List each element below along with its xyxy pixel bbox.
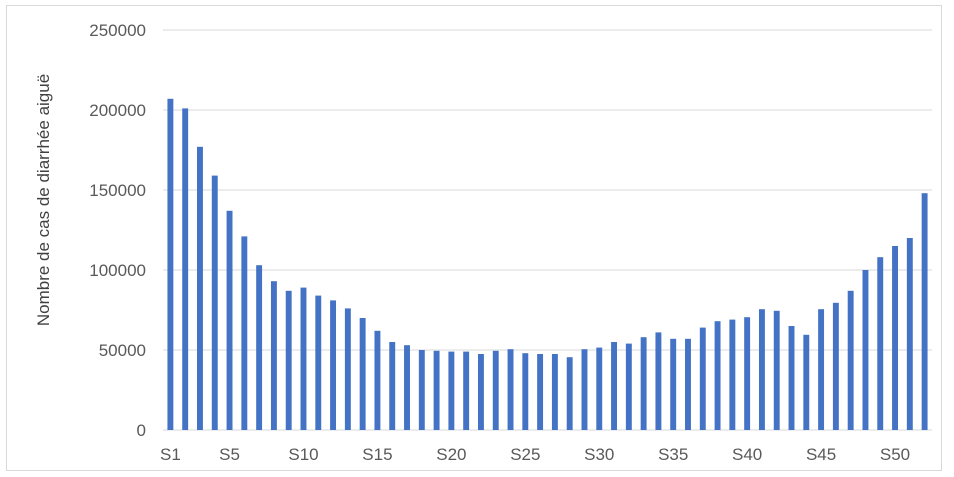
bar-s9 (285, 290, 292, 430)
y-tick-label: 100000 (89, 261, 146, 280)
bar-s46 (832, 302, 839, 430)
gridlines (163, 29, 932, 431)
bar-s26 (537, 354, 544, 430)
bar-s36 (685, 338, 691, 430)
x-tick-label: S5 (219, 445, 240, 464)
bar-s24 (507, 349, 514, 430)
bar-s50 (892, 246, 898, 430)
bar-s30 (596, 347, 603, 430)
bar-s28 (566, 357, 573, 430)
chart-frame (6, 5, 942, 471)
bar-s32 (625, 343, 632, 430)
bar-s6 (241, 236, 248, 430)
x-tick-label: S25 (510, 445, 540, 464)
x-tick-label: S1 (160, 445, 181, 464)
bar-s17 (404, 345, 410, 430)
bar-s8 (270, 281, 277, 430)
bar-s29 (581, 349, 588, 430)
bar-s16 (389, 342, 396, 430)
bar-s13 (344, 308, 351, 430)
bar-s38 (714, 321, 721, 430)
x-tick-label: S40 (732, 445, 762, 464)
bar-s5 (226, 210, 233, 430)
bar-s47 (847, 290, 854, 430)
x-tick-label: S30 (584, 445, 614, 464)
bar-s48 (862, 270, 869, 430)
bar-s25 (522, 353, 529, 430)
bar-s12 (330, 300, 337, 430)
bar-s10 (300, 287, 307, 430)
bar-s49 (877, 257, 884, 430)
x-tick-label: S35 (658, 445, 688, 464)
x-tick-label: S20 (436, 445, 466, 464)
bar-s19 (433, 350, 440, 430)
bar-s15 (374, 330, 381, 430)
bar-s2 (182, 108, 189, 431)
bar-s18 (418, 350, 425, 430)
bar-s41 (758, 309, 765, 430)
bar-s11 (315, 295, 322, 430)
bars (167, 98, 928, 431)
y-tick-label: 50000 (99, 341, 146, 360)
bar-s34 (655, 332, 662, 430)
bar-s31 (611, 342, 618, 430)
y-tick-label: 0 (137, 421, 146, 440)
bar-s45 (818, 309, 825, 430)
x-tick-label: S15 (362, 445, 392, 464)
bar-s21 (463, 351, 470, 430)
bar-s35 (670, 338, 677, 430)
bar-s7 (256, 265, 263, 430)
bar-s52 (921, 193, 928, 430)
bar-s39 (729, 319, 736, 430)
bar-s33 (640, 337, 647, 430)
y-tick-label: 200000 (89, 101, 146, 120)
bar-s51 (906, 238, 913, 430)
x-tick-labels: S1 S5 S10 S15 S20 S25 S30 S35 S40 S45 S50 (160, 445, 910, 464)
bar-s40 (744, 317, 751, 430)
y-tick-label: 250000 (89, 21, 146, 40)
bar-s27 (551, 354, 558, 430)
y-tick-labels: 0 50000 100000 150000 200000 250000 (89, 21, 146, 440)
bar-s20 (448, 351, 455, 430)
bar-s42 (773, 310, 780, 430)
y-axis-label: Nombre de cas de diarrhée aiguë (34, 74, 53, 326)
bar-s3 (197, 146, 203, 431)
bar-s43 (788, 326, 795, 430)
bar-s1 (167, 98, 174, 431)
bar-s44 (803, 334, 810, 430)
x-tick-label: S50 (880, 445, 910, 464)
x-tick-label: S45 (806, 445, 836, 464)
bar-s4 (211, 175, 218, 430)
bar-s23 (492, 350, 499, 430)
x-tick-label: S10 (288, 445, 318, 464)
bar-s22 (477, 354, 484, 430)
y-tick-label: 150000 (89, 181, 146, 200)
bar-s37 (699, 327, 706, 430)
bar-s14 (359, 318, 366, 430)
